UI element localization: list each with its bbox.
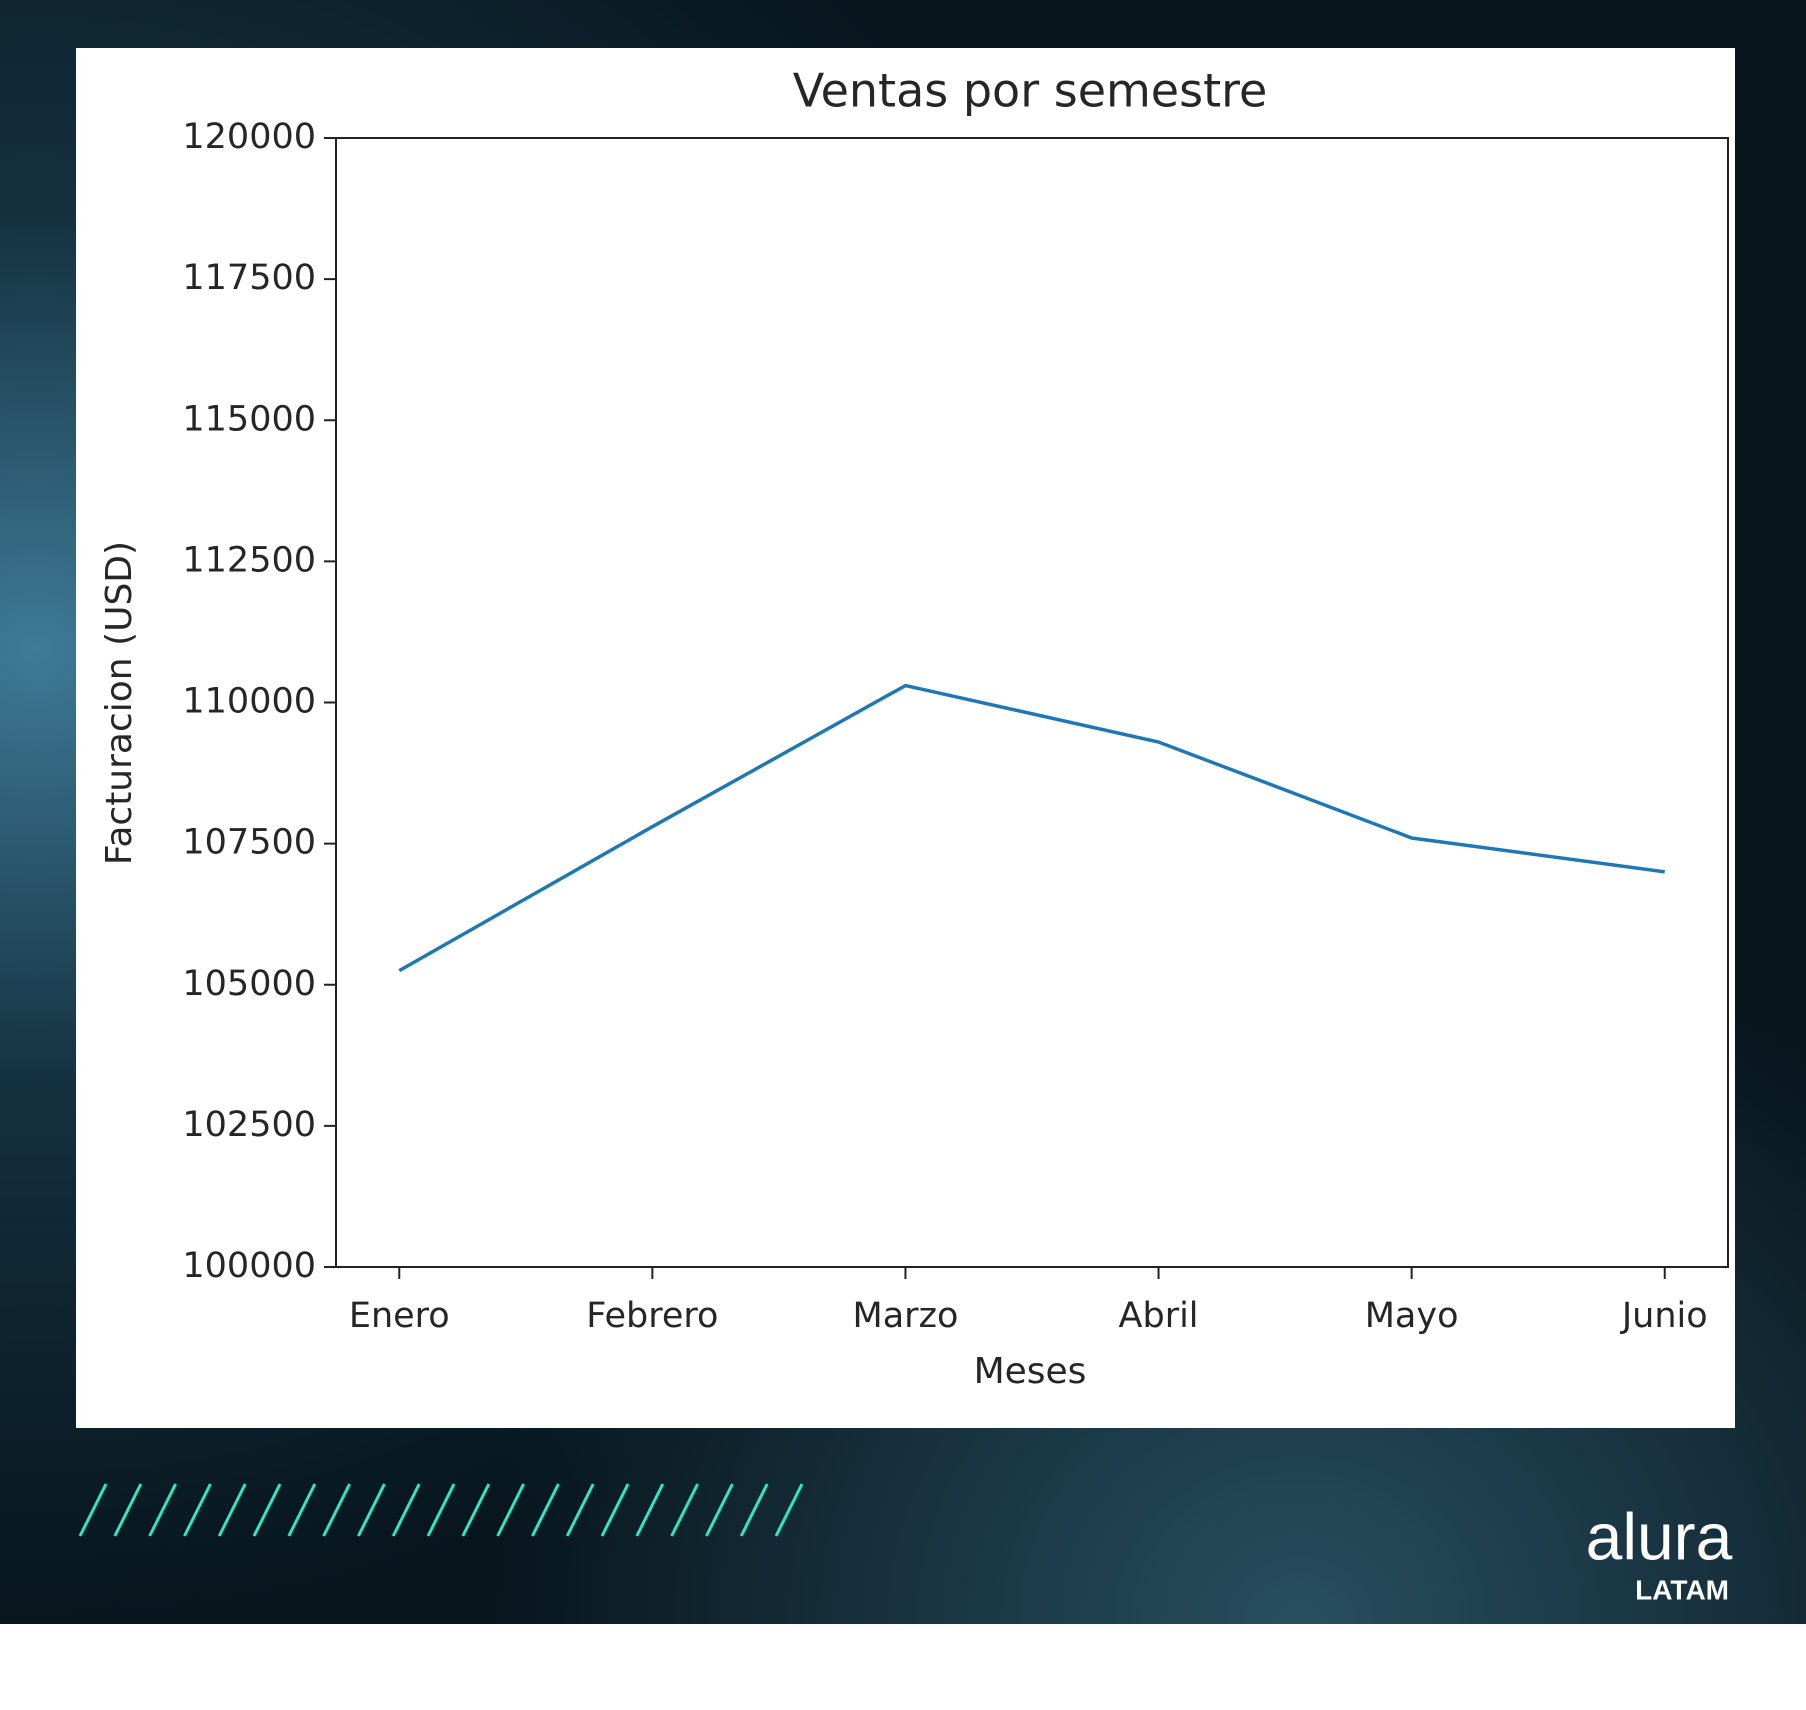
x-tick-label: Mayo [1365,1296,1459,1336]
slash [774,1483,804,1537]
slash [252,1483,282,1537]
chart-panel [76,48,1735,1428]
logo-region: LATAM [1635,1574,1729,1605]
x-tick-label: Febrero [586,1296,718,1336]
slash [183,1483,212,1537]
x-tick-label: Junio [1620,1296,1708,1336]
chart-title: Ventas por semestre [793,64,1268,118]
y-tick-label: 107500 [182,823,316,863]
y-tick-label: 110000 [182,682,316,722]
slash [635,1483,665,1537]
slash [739,1483,769,1537]
y-tick-label: 105000 [182,964,316,1004]
x-axis-label: Meses [974,1351,1087,1392]
y-tick-label: 102500 [182,1105,316,1145]
slash [113,1483,143,1537]
y-tick-label: 120000 [182,117,316,157]
x-tick-label: Abril [1119,1296,1199,1336]
slash [217,1483,247,1537]
slash [78,1483,108,1537]
logo: alura [1586,1499,1733,1573]
slash [496,1483,525,1537]
slash [600,1483,630,1537]
slash [148,1483,177,1537]
y-tick-label: 117500 [182,258,316,298]
slash [705,1483,734,1537]
x-tick-label: Enero [349,1296,450,1336]
slash [357,1483,386,1537]
slash [426,1483,456,1537]
y-tick-label: 100000 [182,1246,316,1286]
slash [565,1483,595,1537]
slash [461,1483,491,1537]
slash [391,1483,421,1537]
x-tick-label: Marzo [853,1296,959,1336]
slash [531,1483,560,1537]
decoration [78,1483,804,1537]
slash [670,1483,699,1537]
slash [287,1483,317,1537]
slash [322,1483,351,1537]
y-tick-label: 115000 [182,399,316,439]
line-series [398,683,1665,973]
y-tick-label: 112500 [182,540,316,580]
y-axis-label: Facturacion (USD) [99,541,140,865]
